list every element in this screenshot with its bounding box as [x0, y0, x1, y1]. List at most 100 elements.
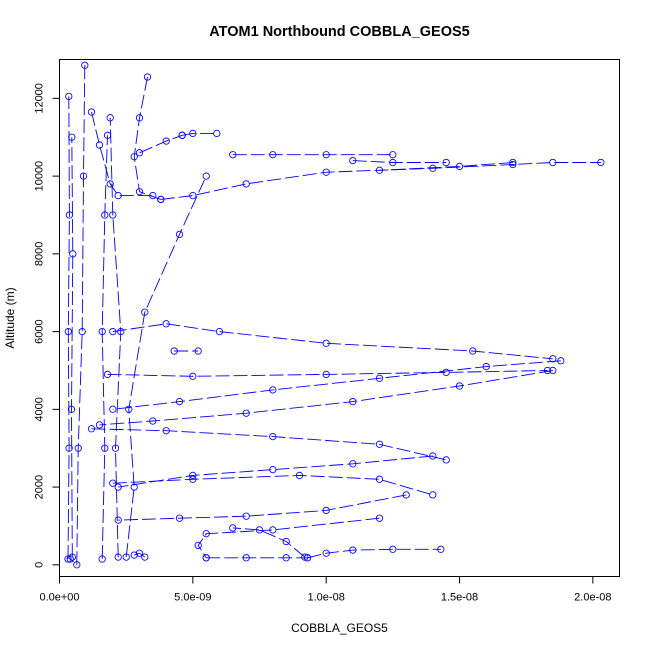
series-line — [101, 135, 108, 560]
data-point — [162, 320, 170, 328]
data-point — [202, 172, 210, 180]
series-line — [91, 428, 447, 461]
data-point — [455, 382, 464, 390]
data-point — [101, 444, 109, 452]
data-point — [429, 452, 437, 460]
data-point — [322, 151, 330, 159]
data-point — [78, 327, 86, 336]
data-point — [81, 61, 89, 69]
data-point — [242, 512, 250, 520]
series-9 — [114, 491, 410, 562]
y-axis-label: Altitude (m) — [3, 287, 17, 348]
data-point — [135, 188, 144, 196]
data-point — [322, 506, 330, 515]
data-point — [301, 553, 309, 561]
x-axis-label: COBBLA_GEOS5 — [291, 621, 388, 635]
data-point — [389, 545, 397, 553]
data-point — [135, 114, 144, 122]
data-point — [189, 191, 197, 200]
data-point — [65, 92, 73, 101]
series-line — [71, 137, 74, 558]
series-line — [352, 160, 447, 163]
data-point — [389, 151, 397, 159]
data-point — [597, 158, 605, 167]
series-6 — [109, 320, 565, 413]
data-point — [68, 133, 76, 141]
data-point — [375, 475, 384, 483]
data-point — [349, 397, 357, 406]
data-point — [103, 370, 112, 379]
data-point — [442, 368, 450, 377]
data-point — [114, 516, 122, 524]
data-point — [482, 362, 490, 371]
data-point — [141, 553, 149, 561]
data-point — [143, 73, 152, 81]
series-line — [133, 76, 161, 200]
data-point — [114, 553, 122, 561]
data-point — [117, 327, 125, 336]
series-line — [307, 548, 441, 559]
data-point — [135, 549, 144, 557]
y-tick-label: 2000 — [34, 475, 46, 499]
series-line — [139, 134, 183, 154]
data-point — [69, 250, 77, 258]
data-point — [109, 211, 117, 219]
series-line — [112, 323, 553, 360]
y-axis: 0 2000 4000 6000 8000 10000 12000 — [34, 83, 60, 568]
series-line — [125, 175, 207, 558]
data-point — [162, 137, 170, 145]
data-point — [157, 195, 165, 204]
data-point — [303, 554, 312, 562]
data-point — [175, 397, 184, 406]
series-line — [109, 117, 122, 558]
data-point — [111, 444, 120, 452]
plot-area — [59, 59, 620, 577]
chart-title: ATOM1 Northbound COBBLA_GEOS5 — [209, 24, 469, 40]
data-point — [282, 537, 290, 546]
series-line — [67, 96, 70, 560]
data-point — [442, 456, 450, 464]
series-line — [134, 552, 146, 558]
x-tick-label: 2.0e-08 — [574, 592, 611, 604]
series-line — [91, 111, 153, 197]
series-5 — [135, 129, 450, 167]
series-line — [118, 455, 433, 488]
data-point — [194, 541, 202, 550]
data-point — [557, 357, 565, 365]
x-tick-label: 0.0e+00 — [39, 592, 79, 604]
data-point — [282, 554, 290, 562]
data-point — [242, 409, 250, 417]
series-line — [112, 474, 433, 496]
y-tick-label: 10000 — [34, 161, 46, 192]
y-tick-label: 0 — [34, 562, 46, 568]
data-point — [189, 129, 197, 138]
data-point — [95, 421, 104, 429]
data-point — [375, 440, 384, 448]
data-point — [95, 141, 104, 149]
data-point — [64, 327, 72, 336]
data-point — [437, 545, 445, 553]
y-tick-label: 4000 — [34, 397, 46, 421]
data-point — [125, 405, 133, 413]
data-point — [242, 554, 250, 562]
series-line — [232, 527, 306, 558]
series-line — [160, 162, 601, 200]
data-point — [322, 549, 330, 557]
x-axis: 0.0e+00 5.0e-09 1.0e-08 1.5e-08 2.0e-08 — [39, 576, 611, 604]
data-point — [269, 151, 277, 159]
data-point — [73, 561, 81, 569]
data-point — [213, 129, 221, 138]
data-point — [455, 162, 464, 171]
series-line — [112, 360, 561, 410]
data-point — [79, 172, 88, 180]
data-point — [242, 180, 250, 188]
data-point — [295, 471, 304, 480]
data-point — [269, 432, 277, 441]
series-10 — [229, 524, 445, 562]
data-point — [349, 460, 357, 468]
data-point — [549, 366, 557, 375]
data-point — [106, 114, 114, 122]
series-4 — [157, 158, 605, 204]
data-point — [375, 514, 384, 522]
data-point — [202, 530, 210, 538]
